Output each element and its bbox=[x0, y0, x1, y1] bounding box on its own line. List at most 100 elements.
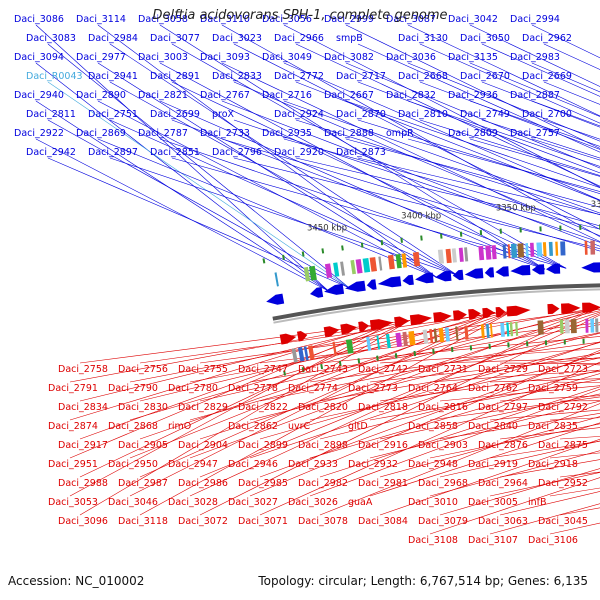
gene-label-top: Daci_3003 bbox=[138, 52, 188, 63]
cog-band-segment bbox=[438, 327, 445, 343]
leader-line-top bbox=[171, 119, 567, 269]
cog-band-segment bbox=[490, 323, 493, 338]
forward-gene-arrow bbox=[310, 287, 324, 298]
gene-label-bottom: Daci_3046 bbox=[108, 497, 158, 508]
reverse-gene-arrow bbox=[409, 314, 432, 326]
gene-label-bottom: Daci_3106 bbox=[528, 535, 578, 546]
gene-label-top: Daci_2809 bbox=[448, 128, 498, 139]
reverse-gene-arrow bbox=[369, 319, 393, 331]
ruler-label: 3300 kbp bbox=[591, 200, 600, 210]
leader-line-bottom bbox=[249, 350, 600, 497]
gene-label-bottom: Daci_2986 bbox=[178, 478, 228, 489]
cog-band-segment bbox=[590, 318, 595, 333]
gene-label-bottom: Daci_2917 bbox=[58, 440, 108, 451]
gene-label-top: ompR bbox=[386, 128, 414, 139]
gene-label-bottom: Daci_2780 bbox=[168, 383, 218, 394]
forward-gene-arrow bbox=[377, 276, 402, 288]
gene-label-bottom: Daci_2916 bbox=[358, 440, 408, 451]
cog-band-segment bbox=[303, 266, 311, 282]
gene-label-top: Daci_2772 bbox=[274, 71, 324, 82]
gene-label-bottom: Daci_3063 bbox=[478, 516, 528, 527]
gene-label-bottom: Daci_3078 bbox=[298, 516, 348, 527]
gene-label-top: Daci_2940 bbox=[14, 90, 64, 101]
leader-line-top bbox=[357, 43, 600, 153]
leader-line-bottom bbox=[379, 348, 600, 364]
leader-line-bottom bbox=[309, 388, 600, 497]
gene-label-bottom: Daci_2791 bbox=[48, 383, 98, 394]
leader-line-top bbox=[481, 81, 600, 128]
ruler-label: 3350 kbp bbox=[496, 204, 536, 214]
gene-label-bottom: Daci_2835 bbox=[528, 421, 578, 432]
reverse-gene-arrow bbox=[297, 331, 308, 342]
forward-gene-arrow bbox=[345, 280, 366, 292]
leader-line-top bbox=[171, 157, 567, 269]
leader-line-bottom bbox=[189, 307, 599, 497]
gene-label-bottom: gltD bbox=[348, 421, 368, 432]
leader-line-top bbox=[295, 43, 600, 187]
genome-backbone bbox=[272, 283, 600, 321]
gene-label-bottom: Daci_2778 bbox=[228, 383, 278, 394]
leader-line-bottom bbox=[379, 416, 600, 478]
gene-label-top: Daci_2936 bbox=[448, 90, 498, 101]
cog-band-segment bbox=[387, 254, 395, 270]
gene-label-bottom: Daci_2797 bbox=[478, 402, 528, 413]
gene-label-bottom: Daci_3118 bbox=[118, 516, 168, 527]
gene-label-bottom: Daci_2951 bbox=[48, 459, 98, 470]
gene-label-top: Daci_2699 bbox=[150, 109, 200, 120]
gene-label-bottom: Daci_3072 bbox=[178, 516, 228, 527]
gene-label-bottom: Daci_2790 bbox=[108, 383, 158, 394]
gene-label-top: Daci_3110 bbox=[200, 14, 250, 25]
leader-line-bottom bbox=[69, 322, 393, 459]
gene-label-top: Daci_2717 bbox=[336, 71, 386, 82]
gene-label-top: Daci_2667 bbox=[324, 90, 374, 101]
reverse-gene-arrow bbox=[495, 307, 506, 318]
cog-band-segment bbox=[560, 241, 566, 256]
cog-band-segment bbox=[548, 241, 553, 256]
gene-label-bottom: Daci_2742 bbox=[358, 364, 408, 375]
leader-line-top bbox=[97, 100, 437, 278]
gene-label-top: Daci_2787 bbox=[138, 128, 188, 139]
leader-line-bottom bbox=[429, 423, 600, 459]
tick-mark bbox=[341, 245, 344, 251]
gene-label-top: Daci_2833 bbox=[212, 71, 262, 82]
gene-label-bottom: Daci_2829 bbox=[178, 402, 228, 413]
gene-label-top: Daci_2870 bbox=[336, 109, 386, 120]
leader-line-top bbox=[407, 24, 600, 117]
leader-line-bottom bbox=[439, 468, 600, 516]
gene-label-top: Daci_2984 bbox=[88, 33, 138, 44]
leader-line-top bbox=[159, 24, 546, 270]
gene-label-bottom: Daci_2947 bbox=[168, 459, 218, 470]
cog-band-segment bbox=[530, 242, 535, 257]
leader-line-bottom bbox=[369, 379, 600, 421]
leader-line-bottom bbox=[259, 361, 600, 516]
gene-label-top: Daci_2977 bbox=[76, 52, 126, 63]
gene-label-bottom: Daci_2952 bbox=[538, 478, 588, 489]
gene-label-top: Daci_2670 bbox=[460, 71, 510, 82]
tick-mark bbox=[321, 248, 325, 254]
gene-label-top: proX bbox=[212, 109, 235, 120]
gene-label-top: Daci_2942 bbox=[26, 147, 76, 158]
leader-line-bottom bbox=[369, 357, 600, 383]
gene-label-top: Daci_2897 bbox=[88, 147, 138, 158]
forward-gene-arrow bbox=[435, 270, 452, 282]
gene-label-top: Daci_2749 bbox=[460, 109, 510, 120]
gene-label-bottom: Daci_2729 bbox=[478, 364, 528, 375]
tick-mark bbox=[283, 370, 287, 376]
cog-band-segment bbox=[422, 329, 429, 344]
leader-line-bottom bbox=[129, 312, 496, 497]
leader-line-bottom bbox=[139, 310, 513, 440]
leader-line-top bbox=[407, 62, 600, 142]
tick-mark bbox=[413, 350, 417, 357]
cog-band-segment bbox=[402, 331, 408, 347]
cog-band-segment bbox=[308, 345, 315, 360]
gene-label-bottom: Daci_2875 bbox=[538, 440, 588, 451]
gene-label-top: Daci_3093 bbox=[200, 52, 250, 63]
leader-line-bottom bbox=[429, 450, 600, 497]
cog-band-segment bbox=[408, 330, 416, 346]
leader-line-bottom bbox=[129, 312, 496, 383]
gene-label-top: Daci_2733 bbox=[200, 128, 250, 139]
cog-band-segment bbox=[464, 325, 469, 340]
gene-label-bottom: Daci_2899 bbox=[238, 440, 288, 451]
leader-line-bottom bbox=[249, 341, 600, 459]
gene-label-top: Daci_3130 bbox=[398, 33, 448, 44]
